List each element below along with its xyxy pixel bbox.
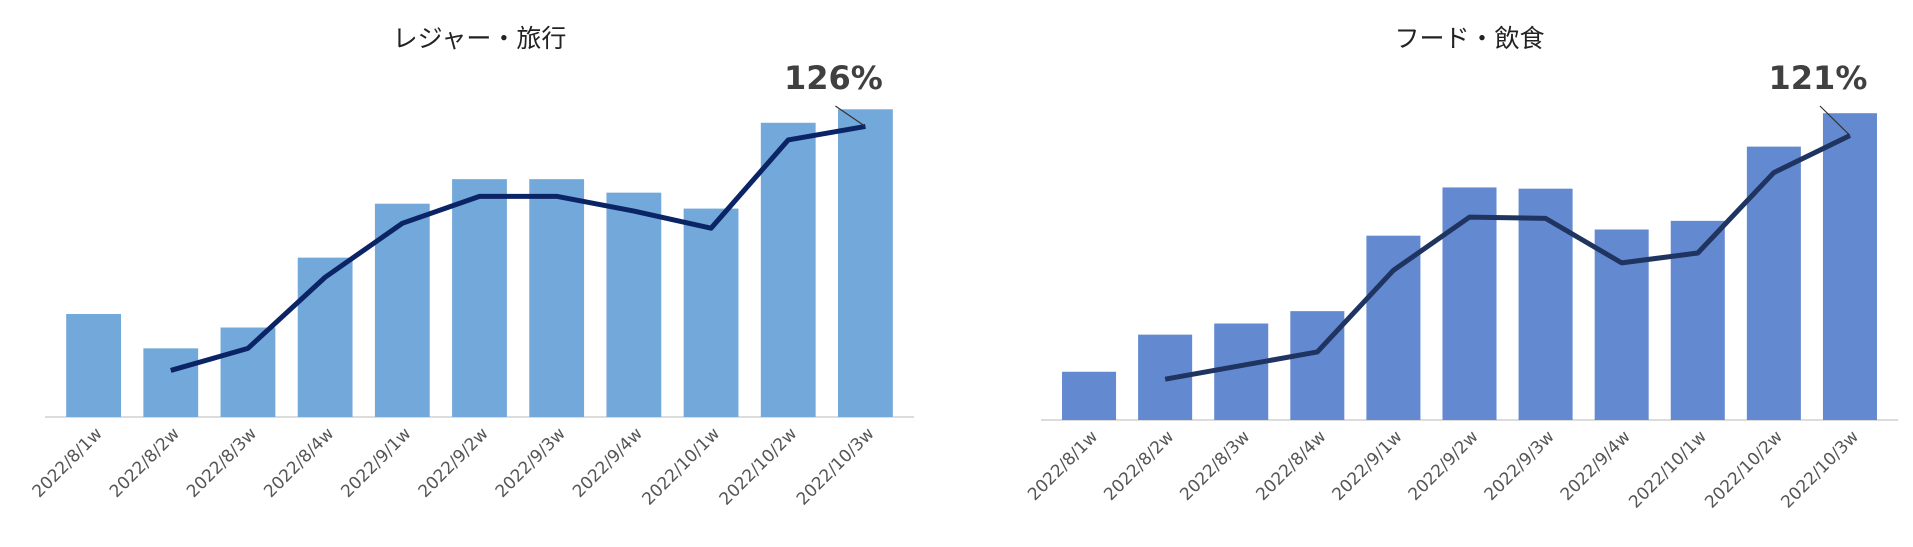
line bbox=[170, 123, 866, 373]
x-tick-label: 2022/8/4w bbox=[1252, 427, 1330, 505]
x-tick-label: 2022/9/4w bbox=[569, 424, 647, 502]
bar bbox=[374, 203, 430, 417]
annotation: 121% bbox=[1769, 59, 1868, 97]
x-tick-label: 2022/10/3w bbox=[793, 424, 879, 510]
x-tick-label: 2022/8/2w bbox=[1100, 427, 1178, 505]
bar bbox=[66, 314, 121, 417]
x-tick-label: 2022/9/2w bbox=[415, 424, 493, 502]
x-tick-label: 2022/8/3w bbox=[183, 424, 261, 502]
x-tick-label: 2022/10/1w bbox=[639, 424, 725, 510]
bar bbox=[606, 192, 662, 417]
x-tick-label: 2022/8/4w bbox=[260, 424, 338, 502]
x-tick-label: 2022/9/3w bbox=[492, 424, 570, 502]
bar bbox=[297, 257, 353, 417]
bar bbox=[1366, 235, 1421, 420]
bar bbox=[529, 179, 585, 417]
x-tick-label: 2022/10/2w bbox=[1701, 427, 1787, 513]
bar bbox=[683, 208, 739, 417]
x-tick-label: 2022/9/3w bbox=[1481, 427, 1559, 505]
bar bbox=[143, 348, 199, 417]
x-tick-label: 2022/9/2w bbox=[1405, 427, 1483, 505]
x-tick-label: 2022/10/2w bbox=[716, 424, 802, 510]
chart-title: フード・飲食 bbox=[1394, 24, 1544, 53]
bar bbox=[1822, 113, 1877, 420]
chart: レジャー・旅行 2022/8/1w 2022/8/2w 2022/8/3w 2022/8… bbox=[29, 24, 914, 510]
bar bbox=[760, 122, 816, 418]
chart-title: レジャー・旅行 bbox=[393, 24, 567, 53]
bar bbox=[1518, 188, 1573, 420]
bar bbox=[1746, 146, 1801, 421]
bar bbox=[838, 109, 893, 417]
bar bbox=[1442, 187, 1497, 420]
bar bbox=[1290, 311, 1345, 420]
x-tick-label: 2022/8/2w bbox=[106, 424, 184, 502]
x-tick-label: 2022/9/4w bbox=[1557, 427, 1635, 505]
bar bbox=[452, 179, 507, 417]
bar bbox=[1062, 371, 1117, 420]
x-tick-label: 2022/8/1w bbox=[1024, 427, 1102, 505]
x-tick-label: 2022/9/1w bbox=[337, 424, 415, 502]
annotation: 126% bbox=[784, 59, 883, 97]
annotation-leader bbox=[835, 105, 866, 127]
x-tick-label: 2022/10/1w bbox=[1625, 427, 1711, 513]
annotation-leader bbox=[1819, 105, 1851, 136]
line bbox=[1164, 133, 1852, 382]
chart: フード・飲食 2022/8/1w2022/8/2w2022/8/3w2022/8/… bbox=[1024, 24, 1898, 513]
x-tick-label: 2022/8/1w bbox=[29, 424, 107, 502]
bar bbox=[1214, 323, 1269, 420]
bar bbox=[220, 327, 276, 417]
x-tick-label: 2022/8/3w bbox=[1176, 427, 1254, 505]
x-tick-label: 2022/10/3w bbox=[1777, 427, 1863, 513]
x-tick-label: 2022/9/1w bbox=[1329, 427, 1407, 505]
